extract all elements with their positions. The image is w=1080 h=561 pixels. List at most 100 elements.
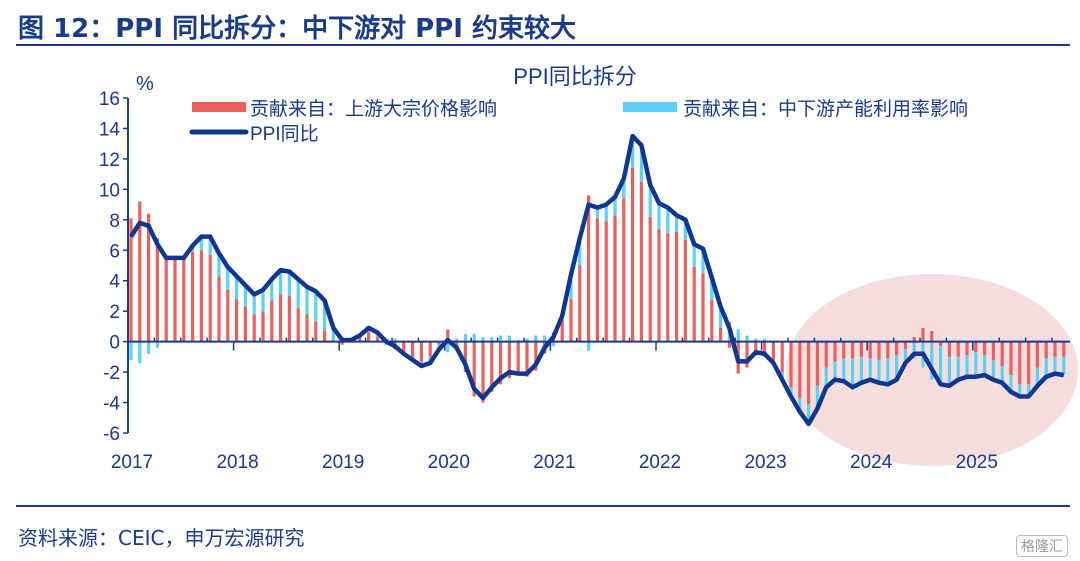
- bar-midstream: [833, 361, 837, 380]
- bar-upstream: [129, 218, 133, 342]
- y-axis-label: %: [136, 73, 154, 95]
- x-tick-label: 2025: [956, 452, 998, 473]
- bar-upstream: [613, 215, 617, 342]
- bar-upstream: [692, 267, 696, 342]
- bar-upstream: [367, 332, 371, 342]
- bar-midstream: [235, 276, 239, 299]
- legend-label-midstream: 贡献来自：中下游产能利用率影响: [683, 98, 968, 120]
- bar-midstream: [1018, 384, 1022, 397]
- bar-upstream: [895, 341, 899, 356]
- bar-upstream: [587, 195, 591, 342]
- bar-upstream: [287, 295, 291, 342]
- bar-midstream: [657, 203, 661, 229]
- bar-upstream: [208, 254, 212, 342]
- bar-midstream: [208, 236, 212, 255]
- bar-midstream: [1053, 356, 1057, 374]
- bar-midstream: [261, 289, 265, 312]
- bar-upstream: [1018, 341, 1022, 385]
- bar-upstream: [358, 337, 362, 342]
- bar-upstream: [525, 341, 529, 377]
- bar-midstream: [983, 355, 987, 376]
- bar-midstream: [490, 337, 494, 342]
- bar-midstream: [129, 341, 133, 360]
- bar-upstream: [490, 341, 494, 392]
- bar-midstream: [226, 267, 230, 290]
- bar-upstream: [252, 314, 256, 342]
- bar-upstream: [560, 320, 564, 342]
- bar-midstream: [815, 385, 819, 409]
- bar-upstream: [155, 238, 159, 342]
- bar-upstream: [463, 341, 467, 373]
- bar-midstream: [199, 236, 203, 251]
- bar-midstream: [499, 335, 503, 342]
- bar-upstream: [1053, 341, 1057, 357]
- bar-midstream: [754, 338, 758, 342]
- x-tick-label: 2022: [639, 452, 681, 473]
- bar-midstream: [534, 335, 538, 342]
- bar-midstream: [138, 341, 142, 363]
- bar-midstream: [1027, 384, 1031, 397]
- bar-midstream: [912, 341, 916, 359]
- watermark-logo: 格隆汇: [1016, 535, 1068, 557]
- bar-midstream: [217, 253, 221, 277]
- bar-midstream: [947, 356, 951, 386]
- bar-upstream: [323, 330, 327, 342]
- bar-upstream: [868, 341, 872, 359]
- bar-midstream: [551, 341, 555, 347]
- bar-midstream: [798, 397, 802, 412]
- bar-upstream: [375, 337, 379, 342]
- bar-midstream: [763, 338, 767, 342]
- bar-midstream: [587, 341, 591, 351]
- bar-midstream: [939, 346, 943, 385]
- bar-upstream: [639, 181, 643, 342]
- bar-midstream: [1044, 358, 1048, 377]
- bar-upstream: [261, 311, 265, 342]
- bar-midstream: [314, 291, 318, 322]
- bar-upstream: [657, 228, 661, 342]
- bar-upstream: [270, 300, 274, 342]
- bar-upstream: [754, 341, 758, 356]
- bar-upstream: [199, 250, 203, 342]
- bar-midstream: [1000, 366, 1004, 383]
- bar-upstream: [675, 232, 679, 342]
- bar-upstream: [683, 239, 687, 342]
- bar-midstream: [719, 306, 723, 328]
- bar-upstream: [719, 327, 723, 342]
- y-tick-label: 12: [99, 150, 120, 171]
- bar-midstream: [155, 341, 159, 348]
- bar-upstream: [217, 276, 221, 342]
- bar-upstream: [930, 330, 934, 342]
- bar-upstream: [727, 341, 731, 348]
- bar-midstream: [595, 207, 599, 219]
- bar-upstream: [912, 337, 916, 342]
- bar-midstream: [807, 404, 811, 424]
- bar-upstream: [147, 213, 151, 342]
- x-tick-label: 2017: [111, 452, 153, 473]
- bar-upstream: [419, 341, 423, 362]
- y-tick-label: -2: [103, 363, 120, 384]
- bar-upstream: [499, 341, 503, 385]
- bar-upstream: [314, 321, 318, 342]
- y-tick-label: 0: [109, 333, 120, 354]
- bar-upstream: [507, 341, 511, 379]
- bar-midstream: [877, 359, 881, 383]
- y-tick-label: 6: [109, 241, 120, 262]
- bar-upstream: [877, 341, 881, 360]
- bar-midstream: [543, 335, 547, 342]
- bar-upstream: [807, 341, 811, 405]
- bar-midstream: [613, 196, 617, 216]
- y-tick-label: 16: [99, 89, 120, 110]
- bar-upstream: [138, 201, 142, 342]
- bar-midstream: [675, 215, 679, 232]
- x-tick-label: 2020: [428, 452, 470, 473]
- legend: 贡献来自：上游大宗价格影响 贡献来自：中下游产能利用率影响 PPI同比: [189, 98, 968, 145]
- bar-upstream: [648, 216, 652, 342]
- bar-upstream: [833, 341, 837, 362]
- bar-midstream: [1035, 367, 1039, 386]
- bar-midstream: [446, 341, 450, 353]
- bar-upstream: [182, 259, 186, 342]
- bar-upstream: [789, 341, 793, 388]
- bar-upstream: [173, 259, 177, 342]
- bar-upstream: [481, 341, 485, 403]
